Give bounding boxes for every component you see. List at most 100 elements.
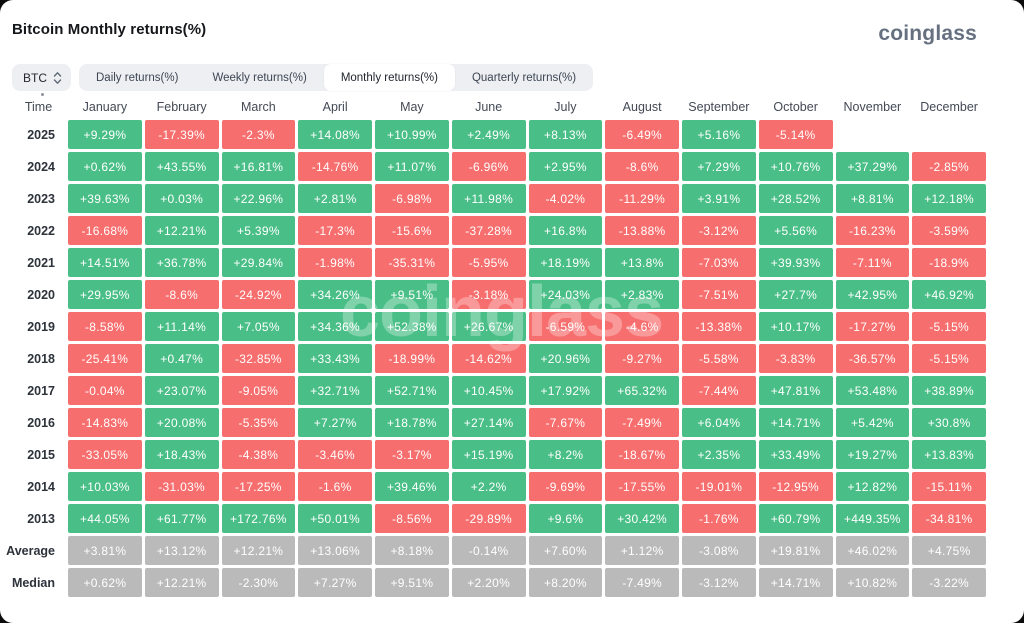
- return-cell: -8.6%: [144, 280, 219, 309]
- tab-weekly-returns[interactable]: Weekly returns(%): [212, 71, 307, 84]
- return-cell: +7.05%: [221, 312, 296, 341]
- return-cell: +53.48%: [835, 376, 910, 405]
- return-cell: -16.23%: [835, 216, 910, 245]
- return-cell: -36.57%: [835, 344, 910, 373]
- tab-monthly-returns[interactable]: Monthly returns(%): [323, 64, 455, 91]
- return-cell: -16.68%: [68, 216, 142, 245]
- empty-cell: [912, 120, 986, 149]
- return-cell: -7.44%: [682, 376, 756, 405]
- return-cell: +19.27%: [835, 440, 910, 469]
- return-cell: +50.01%: [298, 504, 372, 533]
- return-cell: +8.2%: [528, 440, 603, 469]
- return-cell: +3.91%: [682, 184, 756, 213]
- return-cell: +4.75%: [912, 536, 986, 565]
- return-cell: +38.89%: [912, 376, 986, 405]
- return-cell: -7.67%: [528, 408, 603, 437]
- column-header-april: April: [322, 100, 348, 114]
- return-cell: +2.49%: [451, 120, 526, 149]
- return-cell: -5.15%: [912, 312, 986, 341]
- return-cell: +10.45%: [451, 376, 526, 405]
- return-cell: +19.81%: [758, 536, 833, 565]
- return-cell: +16.8%: [528, 216, 603, 245]
- column-header-time: Time: [24, 100, 53, 114]
- return-cell: +2.35%: [682, 440, 756, 469]
- return-cell: +5.56%: [758, 216, 833, 245]
- row-label-2018: 2018: [27, 351, 55, 366]
- return-cell: -24.92%: [221, 280, 296, 309]
- returns-period-tabs: Daily returns(%) Weekly returns(%) Monthly…: [79, 64, 594, 91]
- return-cell: +9.29%: [68, 120, 142, 149]
- return-cell: -25.41%: [68, 344, 142, 373]
- tab-quarterly-returns[interactable]: Quarterly returns(%): [471, 71, 577, 84]
- return-cell: +37.29%: [835, 152, 910, 181]
- return-cell: +13.8%: [605, 248, 679, 277]
- return-cell: +20.08%: [144, 408, 219, 437]
- return-cell: +8.13%: [528, 120, 603, 149]
- return-cell: -7.03%: [682, 248, 756, 277]
- return-cell: +10.03%: [68, 472, 142, 501]
- symbol-select[interactable]: BTC: [12, 64, 71, 96]
- return-cell: +2.95%: [528, 152, 603, 181]
- return-cell: -4.6%: [605, 312, 679, 341]
- return-cell: +2.2%: [451, 472, 526, 501]
- return-cell: +0.47%: [144, 344, 219, 373]
- return-cell: +28.52%: [758, 184, 833, 213]
- return-cell: -19.01%: [682, 472, 756, 501]
- return-cell: +13.83%: [912, 440, 986, 469]
- return-cell: -6.49%: [605, 120, 679, 149]
- return-cell: -7.11%: [835, 248, 910, 277]
- return-cell: +0.62%: [68, 568, 142, 597]
- return-cell: -13.38%: [682, 312, 756, 341]
- return-cell: -17.39%: [144, 120, 219, 149]
- page-title: Bitcoin Monthly returns(%): [12, 21, 207, 38]
- return-cell: -14.76%: [298, 152, 372, 181]
- column-header-may: May: [400, 100, 424, 114]
- return-cell: +44.05%: [68, 504, 142, 533]
- return-cell: +22.96%: [221, 184, 296, 213]
- return-cell: -3.18%: [451, 280, 526, 309]
- select-chevrons-icon: [53, 71, 62, 84]
- row-label-median: Median: [11, 575, 55, 590]
- return-cell: +7.27%: [298, 408, 372, 437]
- coinglass-logo: coinglass: [878, 22, 977, 45]
- return-cell: +8.18%: [375, 536, 449, 565]
- return-cell: +46.02%: [835, 536, 910, 565]
- return-cell: -3.12%: [682, 216, 756, 245]
- return-cell: -9.27%: [605, 344, 679, 373]
- returns-table: Time January February March April May June July…: [6, 97, 986, 597]
- tab-daily-returns[interactable]: Daily returns(%): [96, 71, 179, 84]
- return-cell: -3.08%: [682, 536, 756, 565]
- return-cell: -7.49%: [605, 568, 679, 597]
- symbol-select-value: BTC: [23, 70, 47, 85]
- row-label-2020: 2020: [27, 287, 55, 302]
- return-cell: +10.76%: [758, 152, 833, 181]
- return-cell: +32.71%: [298, 376, 372, 405]
- row-label-2025: 2025: [27, 127, 55, 142]
- return-cell: +7.60%: [528, 536, 603, 565]
- return-cell: +29.84%: [221, 248, 296, 277]
- return-cell: -3.46%: [298, 440, 372, 469]
- return-cell: -17.55%: [605, 472, 679, 501]
- row-label-2014: 2014: [27, 479, 55, 494]
- return-cell: -12.95%: [758, 472, 833, 501]
- column-header-february: February: [156, 100, 207, 114]
- return-cell: +52.71%: [375, 376, 449, 405]
- return-cell: -5.58%: [682, 344, 756, 373]
- return-cell: +61.77%: [144, 504, 219, 533]
- return-cell: +8.20%: [528, 568, 603, 597]
- return-cell: +7.27%: [298, 568, 372, 597]
- return-cell: +30.8%: [912, 408, 986, 437]
- return-cell: +42.95%: [835, 280, 910, 309]
- return-cell: +3.81%: [68, 536, 142, 565]
- return-cell: -2.85%: [912, 152, 986, 181]
- controls-bar: BTC Daily returns(%) Weekly returns(%) Mon…: [12, 64, 594, 96]
- return-cell: +6.04%: [682, 408, 756, 437]
- return-cell: +52.38%: [375, 312, 449, 341]
- return-cell: -0.14%: [451, 536, 526, 565]
- return-cell: -18.67%: [605, 440, 679, 469]
- return-cell: -11.29%: [605, 184, 679, 213]
- return-cell: -7.51%: [682, 280, 756, 309]
- return-cell: -17.27%: [835, 312, 910, 341]
- return-cell: -18.99%: [375, 344, 449, 373]
- return-cell: -5.35%: [221, 408, 296, 437]
